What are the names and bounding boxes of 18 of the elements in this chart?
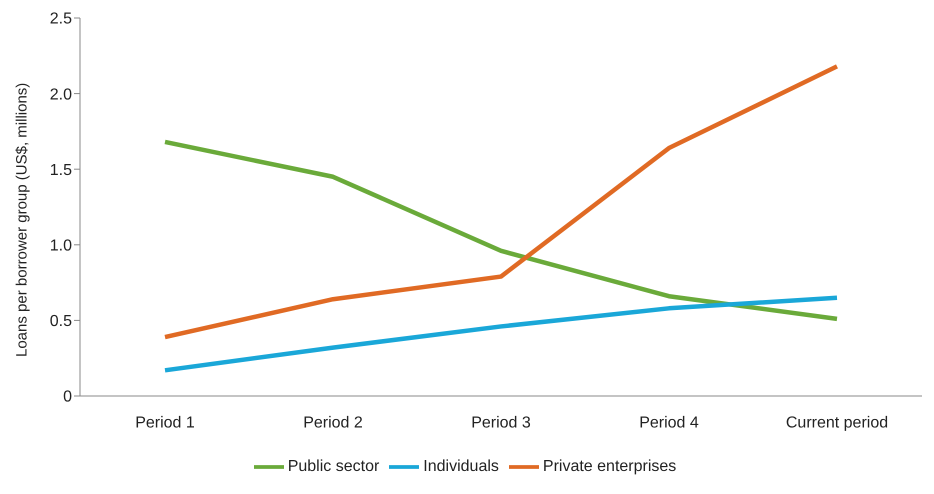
y-tick-label: 0 <box>63 388 72 406</box>
y-tick-label: 0.5 <box>50 313 72 330</box>
line-series <box>162 295 840 373</box>
x-tick-label: Period 3 <box>471 414 531 432</box>
legend-label: Public sector <box>288 458 380 476</box>
x-tick-label: Period 1 <box>135 414 195 432</box>
y-axis-title: Loans per borrower group (US$, millions) <box>13 82 30 357</box>
y-tick-label: 1.5 <box>50 162 72 179</box>
line-series <box>162 64 840 340</box>
legend-label: Individuals <box>423 458 499 476</box>
line-series <box>162 140 840 322</box>
x-tick-label: Current period <box>786 414 888 432</box>
y-tick-label: 1.0 <box>50 237 72 254</box>
y-tick-label: 2.0 <box>50 86 72 104</box>
y-tick-label: 2.5 <box>50 10 72 28</box>
legend-label: Private enterprises <box>542 458 676 476</box>
x-tick-label: Period 2 <box>303 414 363 432</box>
x-tick-label: Period 4 <box>639 414 699 432</box>
